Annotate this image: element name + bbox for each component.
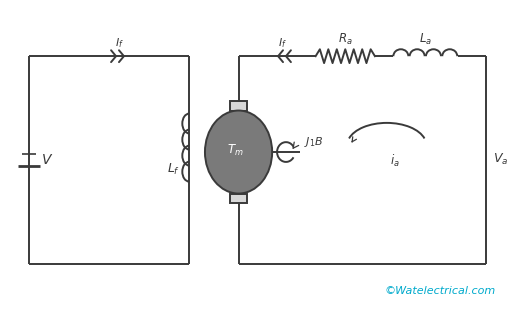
- Bar: [229, 193, 247, 203]
- Text: $L_a$: $L_a$: [419, 32, 432, 47]
- Text: ©Watelectrical.com: ©Watelectrical.com: [384, 286, 496, 296]
- Text: $V_a$: $V_a$: [493, 153, 508, 167]
- Bar: [229, 101, 247, 111]
- Text: $L_f$: $L_f$: [167, 162, 180, 177]
- Text: $I_f$: $I_f$: [277, 37, 287, 50]
- Text: $I_f$: $I_f$: [115, 37, 125, 50]
- Text: $J_1B$: $J_1B$: [304, 135, 323, 149]
- Text: $i_a$: $i_a$: [390, 153, 400, 169]
- Text: $V$: $V$: [41, 153, 53, 167]
- Text: $R_a$: $R_a$: [338, 32, 353, 47]
- Ellipse shape: [205, 111, 272, 193]
- Text: $T_m$: $T_m$: [227, 143, 244, 157]
